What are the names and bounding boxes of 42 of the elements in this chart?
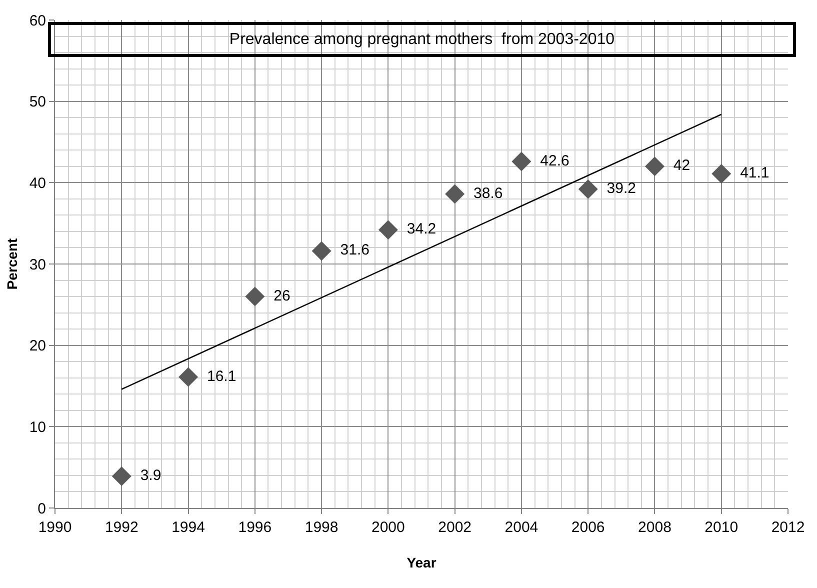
data-label: 39.2 (598, 180, 636, 197)
x-tick-label: 2002 (438, 519, 472, 536)
data-label: 3.9 (132, 467, 162, 484)
x-tick-label: 2000 (371, 519, 405, 536)
x-tick-label: 1992 (104, 519, 138, 536)
x-tick-label: 1996 (238, 519, 272, 536)
point (312, 241, 332, 261)
x-tick-label: 2008 (638, 519, 672, 536)
x-tick-label: 2010 (704, 519, 738, 536)
point (445, 184, 465, 204)
x-tick-label: 2004 (504, 519, 538, 536)
y-tick-label: 10 (29, 418, 46, 436)
data-label: 26 (265, 287, 290, 304)
point (578, 179, 598, 199)
x-axis-title: Year (406, 554, 437, 570)
data-label: 16.1 (198, 368, 236, 385)
point (512, 152, 532, 172)
point (644, 156, 664, 176)
x-tick-label: 2006 (571, 519, 605, 536)
y-tick-label: 30 (29, 256, 46, 274)
y-tick-label: 20 (29, 338, 46, 355)
data-label: 42.6 (532, 152, 570, 170)
point (245, 286, 265, 306)
data-label: 34.2 (398, 220, 436, 238)
point (712, 164, 732, 184)
point (112, 466, 132, 486)
point (178, 367, 198, 387)
y-tick-label: 40 (29, 174, 46, 192)
x-tick-label: 1998 (304, 519, 338, 536)
y-axis-title: Percent (4, 238, 20, 290)
y-tick-label: 60 (29, 12, 46, 30)
text: Prevalence among pregnant mothers from 2003-2010 (229, 31, 615, 48)
x-tick-label: 2012 (771, 519, 805, 536)
data-label: 42 (665, 157, 690, 174)
data-label: 31.6 (332, 242, 370, 259)
x-tick-label: 1990 (38, 519, 72, 536)
data-label: 38.6 (465, 184, 503, 202)
point (378, 220, 398, 240)
x-tick-label: 1994 (172, 519, 205, 536)
data-label: 41.1 (732, 164, 770, 182)
y-tick-label: 0 (38, 500, 46, 518)
y-tick-label: 50 (29, 94, 46, 111)
